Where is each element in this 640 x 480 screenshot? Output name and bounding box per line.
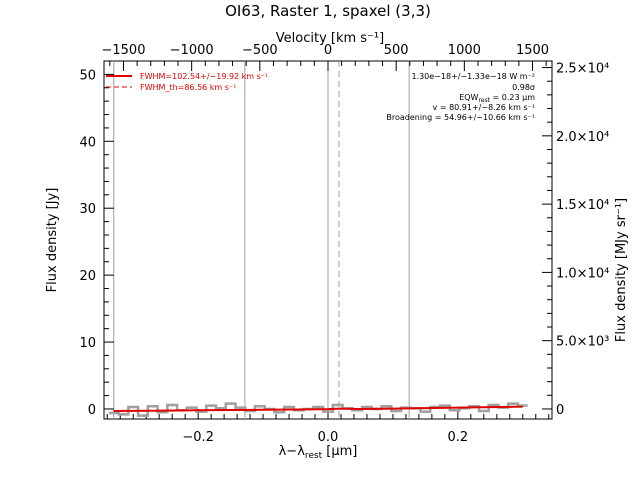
legend-theory-label: FWHM_th=86.56 km s⁻¹ <box>140 83 236 92</box>
top-tick-label: 0 <box>324 43 332 58</box>
data-point <box>453 408 457 412</box>
bottom-tick-label: −0.2 <box>182 430 214 445</box>
right-tick-label: 2.0×10⁴ <box>556 130 609 145</box>
data-point <box>141 414 145 418</box>
data-point <box>336 403 340 407</box>
data-point <box>258 404 262 408</box>
annotation-eqw-value: = 0.23 μm <box>490 93 535 102</box>
data-point <box>423 410 427 414</box>
data-point <box>238 406 242 410</box>
top-tick-label: −500 <box>242 43 278 58</box>
data-point <box>277 410 281 414</box>
left-axis-label: Flux density [Jy] <box>45 188 60 293</box>
spectrum-series <box>108 402 528 418</box>
bottom-tick-label: 0.0 <box>318 430 339 445</box>
bottom-axis-label-sub: rest <box>305 451 323 461</box>
left-axis-ticks: 0 10 20 30 40 50 <box>79 68 114 418</box>
data-point <box>365 405 369 409</box>
top-tick-label: −1000 <box>170 43 214 58</box>
right-axis-label: Flux density [MJy sr⁻¹] <box>614 198 629 342</box>
left-tick-label: 30 <box>79 202 96 217</box>
data-point <box>394 409 398 413</box>
data-point <box>511 402 515 406</box>
chart-title: OI63, Raster 1, spaxel (3,3) <box>225 2 431 20</box>
left-tick-label: 20 <box>79 269 96 284</box>
bottom-axis-ticks: −0.2 0.0 0.2 <box>106 409 550 445</box>
right-tick-label: 2.5×10⁴ <box>556 62 609 77</box>
annotation-eqw: EQWrest = 0.23 μm <box>459 93 535 104</box>
data-point <box>151 404 155 408</box>
annotations: 1.30e−18+/−1.33e−18 W m⁻² 0.98σ EQWrest … <box>386 72 535 122</box>
data-point <box>219 406 223 410</box>
data-point <box>287 405 291 409</box>
data-point <box>170 403 174 407</box>
right-tick-label: 1.0×10⁴ <box>556 266 609 281</box>
right-tick-label: 1.5×10⁴ <box>556 198 609 213</box>
top-axis-label: Velocity [km s⁻¹] <box>276 31 384 46</box>
data-point <box>229 402 233 406</box>
fit-series-line <box>113 405 523 412</box>
bottom-tick-label: 0.2 <box>448 430 469 445</box>
data-point <box>326 410 330 414</box>
data-point <box>443 404 447 408</box>
data-point <box>122 412 125 416</box>
data-point <box>161 410 164 414</box>
data-point <box>482 409 486 413</box>
annotation-broadening: Broadening = 54.96+/−10.66 km s⁻¹ <box>386 113 535 122</box>
top-tick-label: 1000 <box>448 43 481 58</box>
top-tick-label: 1500 <box>516 43 549 58</box>
bottom-axis-label-unit: [μm] <box>322 444 357 459</box>
data-point <box>112 411 116 415</box>
left-tick-label: 0 <box>88 403 96 418</box>
bottom-axis-label-main: λ−λ <box>279 444 306 459</box>
annotation-eqw-label: EQW <box>459 93 478 102</box>
data-point <box>131 405 135 409</box>
annotation-velocity: v = 80.91+/−8.26 km s⁻¹ <box>433 103 535 112</box>
top-axis-ticks: −1500 −1000 −500 0 500 1000 1500 <box>101 43 549 71</box>
vertical-markers <box>113 61 410 419</box>
top-tick-label: 500 <box>384 43 409 58</box>
bottom-axis-label: λ−λrest [μm] <box>279 444 358 461</box>
data-point <box>190 406 194 410</box>
left-tick-label: 40 <box>79 135 96 150</box>
data-point <box>209 404 213 408</box>
legend: FWHM=102.54+/−19.92 km s⁻¹ FWHM_th=86.56… <box>106 72 268 92</box>
annotation-eqw-sub: rest <box>478 97 490 104</box>
annotation-significance: 0.98σ <box>512 83 535 92</box>
data-point <box>385 404 388 408</box>
data-point <box>316 405 320 409</box>
legend-fit-label: FWHM=102.54+/−19.92 km s⁻¹ <box>140 72 268 81</box>
right-tick-label: 5.0×10³ <box>556 335 609 350</box>
right-tick-label: 0 <box>556 403 564 418</box>
data-point <box>492 403 495 407</box>
top-tick-label: −1500 <box>101 43 145 58</box>
left-tick-label: 10 <box>79 336 96 351</box>
right-axis-ticks: 0 5.0×10³ 1.0×10⁴ 1.5×10⁴ 2.0×10⁴ 2.5×10⁴ <box>542 62 609 418</box>
annotation-line-flux: 1.30e−18+/−1.33e−18 W m⁻² <box>411 72 535 81</box>
left-tick-label: 50 <box>79 68 96 83</box>
